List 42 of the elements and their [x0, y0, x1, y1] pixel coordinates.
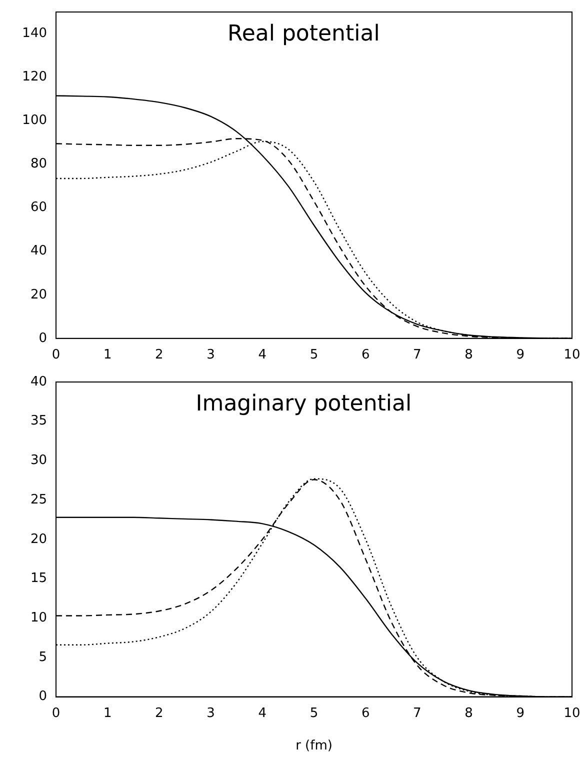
y-tick-label: 80 [30, 156, 47, 172]
x-tick-label: 3 [206, 348, 215, 363]
x-tick-label: 6 [361, 706, 370, 721]
text: Real potential [228, 22, 380, 47]
x-tick-label: 6 [361, 348, 370, 363]
y-tick-label: 5 [38, 650, 47, 665]
y-tick-label: 20 [30, 287, 47, 302]
y-tick-label: 40 [30, 374, 47, 390]
x-tick-label: 7 [413, 706, 422, 721]
x-tick-label: 5 [310, 348, 318, 363]
text: Imaginary potential [196, 392, 412, 417]
x-tick-label: 9 [516, 348, 525, 363]
y-tick-label: 15 [30, 571, 47, 586]
y-tick-label: 25 [30, 492, 47, 508]
x-tick-label: 4 [258, 348, 267, 363]
y-tick-label: 120 [22, 70, 47, 85]
y-tick-label: 40 [30, 244, 47, 259]
x-tick-label: 9 [516, 706, 525, 721]
y-tick-label: 60 [30, 200, 47, 216]
y-tick-label: 35 [30, 414, 47, 429]
x-axis-title: r (fm) [296, 738, 332, 754]
y-tick-label: 30 [30, 453, 47, 468]
x-tick-label: 0 [52, 348, 60, 363]
y-tick-label: 0 [38, 689, 47, 704]
x-tick-label: 3 [206, 706, 215, 721]
y-tick-label: 0 [38, 330, 47, 346]
x-tick-label: 5 [310, 706, 318, 721]
y-tick-label: 100 [22, 113, 47, 128]
x-tick-label: 0 [52, 706, 60, 721]
y-tick-label: 140 [22, 26, 47, 42]
y-tick-label: 10 [30, 610, 47, 626]
x-tick-label: 4 [258, 706, 267, 721]
x-tick-label: 2 [155, 348, 164, 363]
x-tick-label: 7 [413, 348, 422, 363]
x-tick-label: 8 [464, 348, 473, 363]
y-tick-label: 20 [30, 532, 47, 547]
x-tick-label: 1 [103, 706, 112, 721]
x-tick-label: 10 [564, 348, 580, 363]
x-tick-label: 8 [464, 706, 473, 721]
x-tick-label: 2 [155, 706, 164, 721]
x-tick-label: 1 [103, 348, 112, 363]
x-tick-label: 10 [564, 706, 580, 721]
